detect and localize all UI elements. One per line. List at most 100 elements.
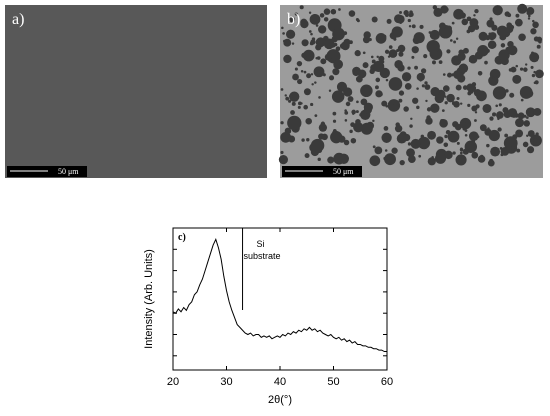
particle [303, 104, 308, 110]
particle [288, 99, 292, 103]
particle [323, 8, 331, 15]
particle [349, 129, 353, 134]
particle [280, 150, 284, 155]
particle [388, 45, 393, 49]
particle [398, 98, 403, 103]
particle [446, 49, 451, 54]
particle [471, 151, 479, 159]
particle [451, 21, 455, 25]
particle [444, 134, 448, 139]
particle [536, 139, 540, 143]
particle [510, 66, 517, 73]
particle [310, 32, 313, 36]
particle [301, 52, 307, 59]
particle [301, 138, 305, 142]
particle [335, 46, 341, 52]
particle [520, 98, 524, 102]
particle [497, 127, 502, 132]
particle [309, 41, 314, 46]
particle [439, 22, 446, 30]
particle [362, 62, 369, 69]
particle [365, 103, 370, 107]
particle [512, 134, 518, 140]
particle [512, 74, 522, 84]
particle [331, 90, 345, 103]
particle [374, 146, 383, 155]
particle [407, 142, 412, 146]
particle [281, 26, 284, 30]
particle [398, 90, 405, 96]
particle [443, 85, 450, 92]
particle [353, 122, 364, 133]
particle [459, 102, 463, 105]
annotation-text: Si [257, 239, 265, 249]
particle [502, 107, 509, 114]
particle [532, 19, 535, 23]
particle [466, 83, 475, 92]
particle [411, 55, 415, 59]
particle [516, 148, 521, 153]
particle [468, 131, 479, 142]
particle [496, 115, 500, 119]
particle [408, 155, 416, 163]
particle [356, 100, 359, 104]
particle [459, 151, 463, 155]
particle [462, 121, 466, 125]
particle [524, 63, 528, 66]
particle [487, 40, 497, 50]
panel-label: c) [178, 232, 186, 243]
particle [467, 91, 472, 96]
particle [511, 112, 517, 118]
particle [384, 49, 390, 54]
particle [492, 76, 495, 79]
particle [306, 138, 310, 142]
particle [526, 146, 535, 154]
particle [529, 52, 540, 63]
particle [447, 130, 460, 143]
y-axis-label: Intensity (Arb. Units) [143, 249, 155, 349]
scale-bar-label: 50 μm [58, 167, 79, 176]
particle [452, 151, 456, 155]
particle [449, 39, 453, 42]
particle [486, 143, 490, 148]
particle [495, 104, 499, 108]
xrd-curve [172, 237, 387, 353]
particle [315, 37, 326, 48]
particle [356, 19, 360, 23]
particle [292, 73, 299, 81]
particle [429, 29, 440, 41]
particle [352, 68, 360, 77]
particle [476, 90, 487, 102]
particle [338, 8, 341, 11]
particle [372, 145, 376, 149]
particle [535, 132, 539, 136]
particle [359, 113, 363, 117]
particle [515, 118, 525, 128]
particle [530, 28, 537, 35]
particle [477, 155, 486, 163]
particle [314, 81, 317, 84]
particle [498, 49, 510, 61]
particle [489, 116, 494, 121]
particle [519, 67, 524, 71]
particle [388, 49, 398, 58]
particle [308, 11, 312, 14]
particle [381, 132, 392, 143]
particle [294, 12, 298, 16]
particle [333, 152, 345, 165]
particle [363, 31, 371, 39]
particle [451, 101, 456, 106]
particle [526, 134, 529, 137]
particle [297, 78, 303, 85]
particle [414, 65, 418, 70]
particle [288, 135, 296, 143]
particles [278, 3, 544, 167]
particle [523, 67, 528, 72]
particle [301, 39, 309, 47]
particle [401, 72, 412, 82]
particle [287, 115, 302, 131]
particle [424, 81, 428, 85]
particle [476, 135, 480, 139]
particle [419, 24, 424, 29]
particle [294, 67, 298, 71]
